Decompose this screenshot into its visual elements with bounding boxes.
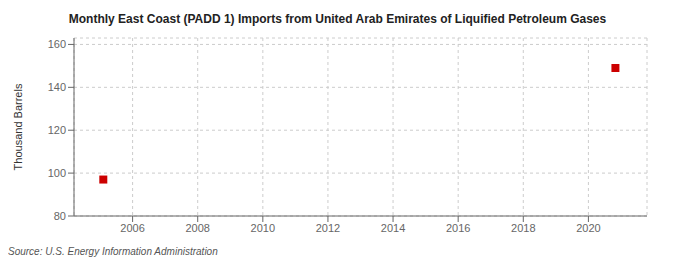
svg-text:80: 80 bbox=[54, 210, 66, 222]
svg-text:2020: 2020 bbox=[576, 222, 600, 234]
svg-text:2012: 2012 bbox=[316, 222, 340, 234]
svg-text:2014: 2014 bbox=[381, 222, 405, 234]
svg-text:120: 120 bbox=[48, 124, 66, 136]
svg-text:2006: 2006 bbox=[120, 222, 144, 234]
svg-text:160: 160 bbox=[48, 38, 66, 50]
svg-text:2010: 2010 bbox=[251, 222, 275, 234]
svg-text:2016: 2016 bbox=[446, 222, 470, 234]
html-text:Source: U.S. Energy Informatio: Source: U.S. Energy Information Administ… bbox=[8, 246, 218, 257]
html-text:Monthly East Coast (PADD 1) Im: Monthly East Coast (PADD 1) Imports from… bbox=[68, 12, 607, 26]
svg-text:100: 100 bbox=[48, 167, 66, 179]
svg-text:2018: 2018 bbox=[511, 222, 535, 234]
svg-text:Thousand Barrels: Thousand Barrels bbox=[12, 83, 24, 170]
svg-text:2008: 2008 bbox=[185, 222, 209, 234]
svg-text:140: 140 bbox=[48, 81, 66, 93]
